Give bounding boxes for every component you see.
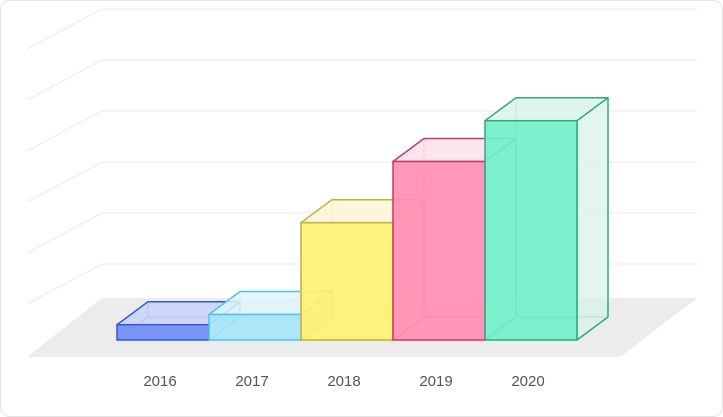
bar-front-face: [116, 323, 210, 341]
bar-front-face: [484, 119, 578, 341]
bar-front-face: [392, 160, 486, 341]
x-tick-label: 2018: [327, 373, 360, 390]
bar-side-face: [576, 96, 609, 341]
gridline: [26, 8, 697, 50]
x-tick-label: 2020: [511, 373, 544, 390]
bar-2020: [484, 96, 609, 341]
x-axis-tick-labels: 2016 2017 2018 2019 2020: [143, 373, 544, 390]
x-tick-label: 2017: [235, 373, 268, 390]
x-tick-label: 2019: [419, 373, 452, 390]
gridline: [26, 59, 697, 101]
bar-front-face: [300, 221, 394, 341]
x-tick-label: 2016: [143, 373, 176, 390]
bars: [116, 96, 609, 341]
bar-front-face: [208, 313, 302, 341]
